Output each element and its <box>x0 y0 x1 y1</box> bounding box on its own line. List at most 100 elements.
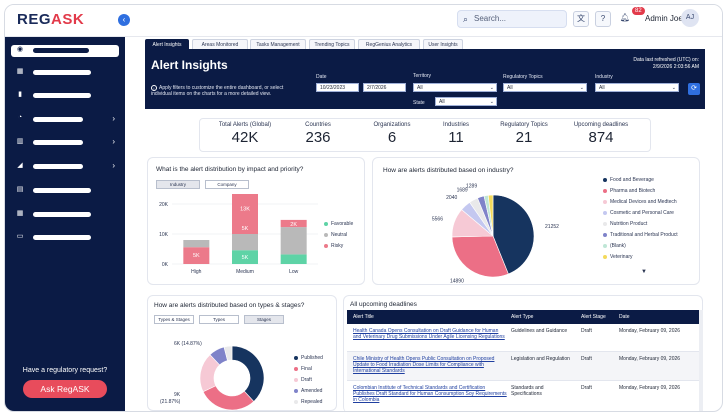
sidebar-item-calendar[interactable]: ▦ <box>11 209 119 221</box>
industry-legend-item[interactable]: (Blank) <box>603 243 626 249</box>
legend-dot <box>294 366 298 371</box>
tab-trending-topics[interactable]: Trending Topics <box>309 39 355 49</box>
col-date[interactable]: Date <box>619 314 630 320</box>
bar-segment-neutral <box>232 234 258 251</box>
territory-label: Territory <box>413 73 432 79</box>
topics-label: Regulatory Topics <box>503 74 543 80</box>
chevron-right-icon: › <box>112 161 115 170</box>
alert-type-cell: Guidelines and Guidance <box>511 328 568 334</box>
types-legend-item[interactable]: Final <box>294 366 312 372</box>
legend-label: (Blank) <box>610 243 626 249</box>
table-row[interactable]: Health Canada Opens Consultation on Draf… <box>347 324 699 352</box>
tab-areas-monitored[interactable]: Areas Monitored <box>192 39 248 49</box>
alert-title-link[interactable]: Chile Ministry of Health Opens Public Co… <box>353 356 495 374</box>
legend-dot <box>603 254 607 259</box>
industry-legend-item[interactable]: Food and Beverage <box>603 177 654 183</box>
avatar[interactable]: AJ <box>681 9 699 27</box>
app-logo[interactable]: REGASK <box>17 11 84 28</box>
col-alert-title[interactable]: Alert Title <box>353 314 374 320</box>
table-row[interactable]: Colombian Institute of Technical Standar… <box>347 381 699 411</box>
sidebar-item-monitor[interactable]: ◔ › <box>11 114 119 126</box>
industry-legend-item[interactable]: Nutrition Product <box>603 221 647 227</box>
ask-regask-button[interactable]: Ask RegASK <box>23 380 107 398</box>
kpi-regulatory-topics[interactable]: Regulatory Topics 21 <box>500 122 548 146</box>
sidebar-item-reports[interactable]: ▥ › <box>11 137 119 149</box>
industry-legend-item[interactable]: Veterinary <box>603 254 633 260</box>
alert-date-cell: Monday, February 09, 2026 <box>619 385 681 391</box>
col-alert-type[interactable]: Alert Type <box>511 314 534 320</box>
toggle-types-stages[interactable]: Types & Stages <box>154 315 194 324</box>
topics-select[interactable]: All ⌄ <box>503 83 587 92</box>
tab-reggenius-analytics[interactable]: RegGenius Analytics <box>358 39 420 49</box>
chevron-down-icon: ⌄ <box>579 85 584 91</box>
date-from-field[interactable]: 10/23/2023 <box>316 83 359 92</box>
chevron-right-icon: › <box>112 114 115 123</box>
kpi-organizations[interactable]: Organizations 6 <box>373 122 411 146</box>
user-name[interactable]: Admin Joe <box>645 14 683 23</box>
tab-tasks-management[interactable]: Tasks Management <box>250 39 306 49</box>
refresh-icon[interactable]: ⟳ <box>688 83 700 95</box>
y-tick-label: 20K <box>159 202 169 208</box>
types-annotation-published: 9K <box>174 392 181 398</box>
legend-dot <box>603 188 607 193</box>
translate-icon[interactable]: 文 <box>573 11 589 27</box>
alert-title-link[interactable]: Colombian Institute of Technical Standar… <box>353 385 507 403</box>
types-annotation-published-pct: (21.87%) <box>160 399 181 405</box>
sidebar-item-dashboards[interactable]: ▦ <box>11 67 119 79</box>
alert-title-link[interactable]: Health Canada Opens Consultation on Draf… <box>353 328 505 340</box>
data-label: 2K <box>290 222 297 228</box>
legend-dot <box>324 232 328 237</box>
deadlines-header: Alert Title Alert Type Alert Stage Date <box>347 310 699 324</box>
industry-legend-item[interactable]: Cosmetic and Personal Care <box>603 210 674 216</box>
legend-dot <box>294 355 298 360</box>
toggle-types[interactable]: Types <box>199 315 239 324</box>
help-chat-icon[interactable]: ? <box>595 11 611 27</box>
types-legend-item[interactable]: Amended <box>294 388 322 394</box>
sidebar-item-archive[interactable]: ▭ <box>11 232 119 244</box>
types-legend-item[interactable]: Published <box>294 355 323 361</box>
industry-label: Industry <box>595 74 613 80</box>
industry-legend-item[interactable]: Medical Devices and Medtech <box>603 199 677 205</box>
toggle-stages[interactable]: Stages <box>244 315 284 324</box>
search-input[interactable]: ⌕ Search... <box>457 10 567 28</box>
sidebar-item-growth[interactable]: ◢ › <box>11 161 119 173</box>
col-alert-stage[interactable]: Alert Stage <box>581 314 606 320</box>
table-scrollbar[interactable] <box>699 310 703 411</box>
types-legend-item[interactable]: Repealed <box>294 399 322 405</box>
kpi-countries[interactable]: Countries 236 <box>305 122 331 146</box>
types-legend-item[interactable]: Draft <box>294 377 312 383</box>
kpi-total-alerts[interactable]: Total Alerts (Global) 42K <box>218 122 272 146</box>
legend-scroll-down-icon[interactable]: ▼ <box>641 269 647 275</box>
sidebar-item-analytics[interactable]: ▮ <box>11 90 119 102</box>
legend-label: Medical Devices and Medtech <box>610 199 677 205</box>
table-row[interactable]: Chile Ministry of Health Opens Public Co… <box>347 352 699 381</box>
legend-label: Pharma and Biotech <box>610 188 656 194</box>
toggle-company[interactable]: Company <box>205 180 249 189</box>
territory-select[interactable]: All ⌄ <box>413 83 497 92</box>
types-donut-chart <box>199 345 265 411</box>
kpi-upcoming-deadlines[interactable]: Upcoming deadlines 874 <box>573 122 629 146</box>
filter-help-text: i Apply filters to customize the entire d… <box>151 85 284 97</box>
legend-neutral[interactable]: Neutral <box>324 232 347 238</box>
industry-legend-item[interactable]: Pharma and Biotech <box>603 188 655 194</box>
data-label: 5K <box>193 253 200 259</box>
sidebar-item-home[interactable]: ◉ <box>11 45 119 57</box>
kpi-industries[interactable]: Industries 11 <box>442 122 469 146</box>
tab-user-insights[interactable]: User Insights <box>423 39 463 49</box>
toggle-industry[interactable]: Industry <box>156 180 200 189</box>
legend-risky[interactable]: Risky <box>324 243 343 249</box>
industry-legend-item[interactable]: Traditional and Herbal Product <box>603 232 678 238</box>
date-to-field[interactable]: 2/7/2026 <box>363 83 406 92</box>
legend-dot <box>294 377 298 382</box>
industry-select[interactable]: All ⌄ <box>595 83 679 92</box>
legend-label: Final <box>301 366 312 372</box>
tab-alert-insights[interactable]: Alert Insights <box>145 39 189 49</box>
legend-dot <box>294 399 298 404</box>
legend-label: Veterinary <box>610 254 633 260</box>
collapse-sidebar-button[interactable]: ‹ <box>118 14 130 26</box>
legend-favorable[interactable]: Favorable <box>324 221 353 227</box>
sidebar-item-documents[interactable]: ▤ <box>11 185 119 197</box>
state-label: State <box>413 100 425 106</box>
state-select[interactable]: All ⌄ <box>435 97 497 106</box>
bell-icon[interactable]: 🔔︎ <box>619 13 631 22</box>
